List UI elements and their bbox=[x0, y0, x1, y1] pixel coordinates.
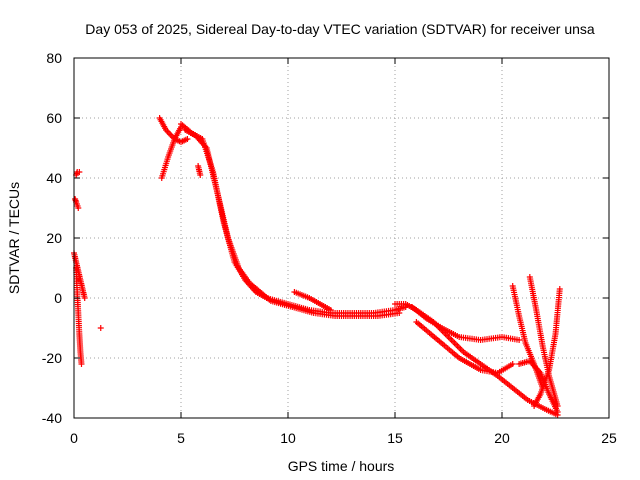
data-point bbox=[531, 403, 538, 409]
y-tick-labels: -40 -20 0 20 40 60 80 bbox=[42, 50, 62, 426]
x-tick-label: 10 bbox=[280, 430, 296, 446]
data-point bbox=[516, 337, 523, 343]
x-tick-label: 5 bbox=[177, 430, 185, 446]
series-arc-q bbox=[531, 286, 563, 409]
series-arc-m bbox=[409, 304, 523, 343]
y-tick-label: 0 bbox=[54, 290, 62, 306]
y-axis-label: SDTVAR / TECUs bbox=[6, 182, 22, 294]
y-tick-label: 80 bbox=[46, 50, 62, 66]
y-tick-label: 60 bbox=[46, 110, 62, 126]
series-arc-j bbox=[182, 127, 403, 319]
series-arc-n bbox=[413, 319, 516, 376]
x-tick-label: 15 bbox=[387, 430, 403, 446]
series-arc-k bbox=[291, 289, 334, 313]
x-tick-label: 25 bbox=[601, 430, 617, 446]
data-point bbox=[76, 169, 83, 175]
series-arc-g bbox=[158, 124, 184, 181]
data-layer bbox=[71, 115, 563, 418]
series-arc-d bbox=[73, 265, 85, 367]
series-arc-e bbox=[97, 325, 104, 331]
data-point bbox=[97, 325, 104, 331]
y-tick-label: -40 bbox=[42, 410, 62, 426]
chart-title: Day 053 of 2025, Sidereal Day-to-day VTE… bbox=[85, 21, 595, 37]
tick-marks bbox=[73, 57, 610, 419]
series-arc-i bbox=[178, 121, 409, 316]
data-point bbox=[396, 310, 403, 316]
grid bbox=[74, 58, 609, 418]
y-tick-label: 20 bbox=[46, 230, 62, 246]
x-tick-label: 0 bbox=[70, 430, 78, 446]
data-point bbox=[184, 136, 191, 142]
series-arc-r bbox=[516, 358, 561, 415]
data-point bbox=[197, 172, 204, 178]
data-point bbox=[81, 295, 88, 301]
x-axis-label: GPS time / hours bbox=[288, 458, 395, 474]
series-arc-a bbox=[72, 196, 82, 211]
series-arc-h bbox=[195, 163, 204, 178]
x-tick-label: 20 bbox=[494, 430, 510, 446]
data-point bbox=[78, 361, 85, 367]
y-tick-label: -20 bbox=[42, 350, 62, 366]
data-point bbox=[75, 205, 82, 211]
data-point bbox=[327, 307, 334, 313]
series-arc-b bbox=[73, 169, 83, 178]
x-tick-labels: 0 5 10 15 20 25 bbox=[70, 430, 617, 446]
data-point bbox=[554, 409, 561, 415]
y-tick-label: 40 bbox=[46, 170, 62, 186]
data-point bbox=[509, 361, 516, 367]
